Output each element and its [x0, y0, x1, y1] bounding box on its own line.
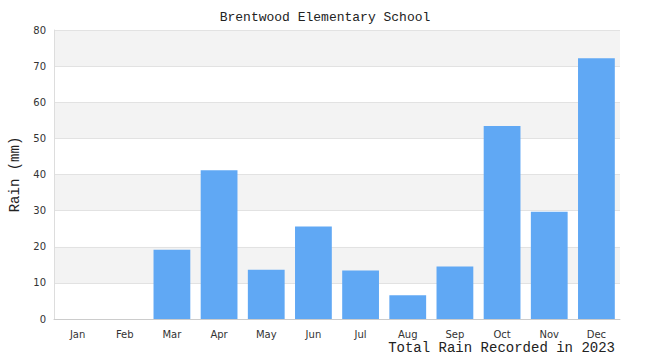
- svg-text:30: 30: [33, 205, 46, 216]
- svg-text:May: May: [256, 329, 277, 340]
- svg-text:Dec: Dec: [587, 329, 606, 340]
- svg-text:60: 60: [33, 97, 46, 108]
- svg-text:Aug: Aug: [398, 329, 418, 340]
- svg-text:Brentwood Elementary School: Brentwood Elementary School: [220, 10, 431, 25]
- svg-text:Jul: Jul: [354, 329, 367, 340]
- svg-text:80: 80: [33, 25, 46, 36]
- svg-text:20: 20: [33, 241, 46, 252]
- svg-text:Rain (mm): Rain (mm): [7, 137, 23, 213]
- svg-text:Nov: Nov: [539, 329, 559, 340]
- svg-text:Mar: Mar: [162, 329, 182, 340]
- svg-text:Jun: Jun: [305, 329, 322, 340]
- svg-text:50: 50: [33, 133, 46, 144]
- svg-text:0: 0: [40, 314, 46, 325]
- svg-text:Total Rain Recorded in 2023: Total Rain Recorded in 2023: [388, 340, 615, 356]
- svg-text:Jan: Jan: [69, 329, 85, 340]
- svg-text:Feb: Feb: [116, 329, 134, 340]
- svg-text:Oct: Oct: [493, 329, 510, 340]
- svg-text:10: 10: [33, 277, 46, 288]
- svg-text:70: 70: [33, 61, 46, 72]
- svg-text:Apr: Apr: [210, 329, 228, 340]
- svg-text:Sep: Sep: [445, 329, 464, 340]
- svg-text:40: 40: [33, 169, 46, 180]
